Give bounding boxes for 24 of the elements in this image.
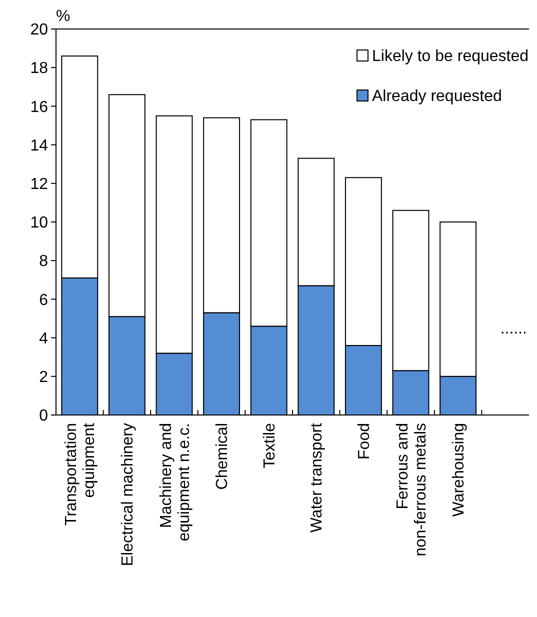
y-tick-label: 14: [30, 137, 48, 154]
y-tick-label: 16: [30, 98, 48, 116]
y-tick-label: 10: [30, 214, 48, 232]
y-tick-label: 18: [30, 60, 48, 78]
y-tick-label: 4: [39, 330, 48, 348]
x-tick-label: Food: [356, 423, 373, 460]
x-tick-label: Ferrous and non-ferrous metals: [394, 423, 430, 556]
x-tick-label: Water transport: [308, 422, 326, 533]
y-tick-label: 8: [39, 253, 48, 270]
x-tick-label: Textile: [261, 422, 278, 468]
x-tick-label: Chemical: [214, 423, 232, 490]
y-tick-label: 20: [30, 22, 48, 39]
y-tick-label: 12: [30, 176, 48, 193]
x-tick-label: Electrical machinery: [119, 423, 136, 566]
y-tick-label: 2: [39, 369, 48, 386]
legend-label: Likely to be requested: [372, 48, 529, 65]
annotation: ......: [500, 320, 527, 338]
y-axis-title: %: [56, 8, 70, 25]
x-tick-label: Warehousing: [450, 423, 468, 517]
legend-label: Already requested: [372, 88, 502, 105]
y-tick-label: 0: [39, 408, 48, 425]
x-tick-label: Transportation equipment: [63, 422, 98, 526]
x-tick-label: Machinery and equipment n.e.c.: [158, 423, 193, 542]
y-tick-label: 6: [39, 292, 48, 309]
